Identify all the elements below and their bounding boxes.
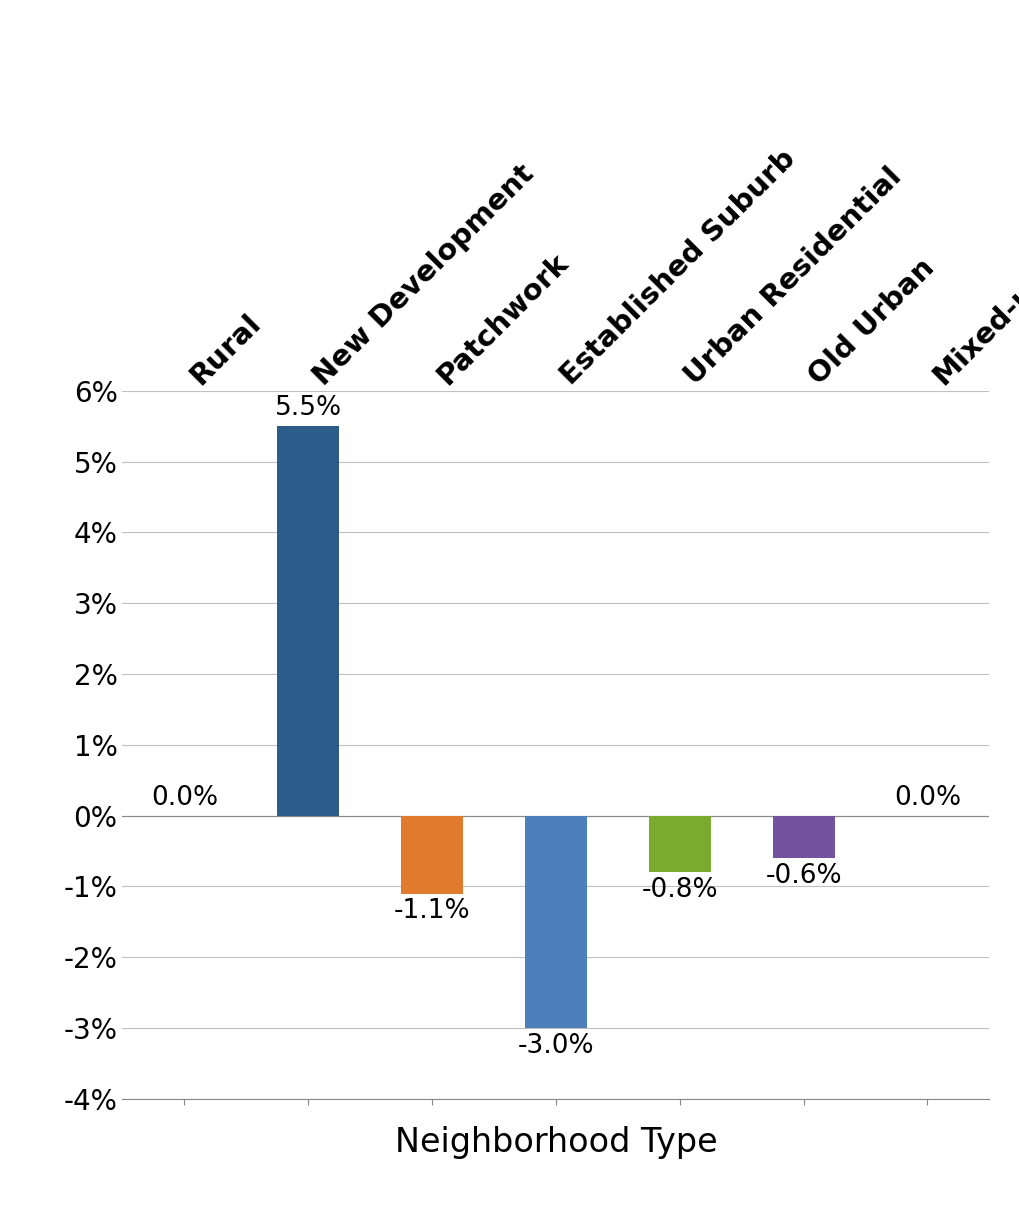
Text: -1.1%: -1.1%	[393, 899, 470, 924]
Bar	[277, 426, 339, 816]
Text: Urban Residential: Urban Residential	[679, 162, 907, 391]
Bar	[525, 816, 586, 1028]
Text: -3.0%: -3.0%	[517, 1033, 594, 1059]
Text: -0.6%: -0.6%	[764, 863, 841, 889]
Text: 5.5%: 5.5%	[274, 396, 341, 421]
Text: Patchwork: Patchwork	[432, 249, 574, 391]
X-axis label: Neighborhood Type: Neighborhood Type	[394, 1126, 716, 1159]
Bar	[400, 816, 463, 894]
Text: Mixed-use: Mixed-use	[926, 252, 1019, 391]
Text: New Development: New Development	[308, 159, 539, 391]
Text: 0.0%: 0.0%	[151, 785, 218, 811]
Bar	[648, 816, 710, 872]
Text: Rural: Rural	[184, 309, 266, 391]
Text: 0.0%: 0.0%	[893, 785, 960, 811]
Text: Established Suburb: Established Suburb	[555, 145, 801, 391]
Text: -0.8%: -0.8%	[641, 877, 717, 904]
Bar	[772, 816, 834, 858]
Text: Old Urban: Old Urban	[803, 254, 940, 391]
